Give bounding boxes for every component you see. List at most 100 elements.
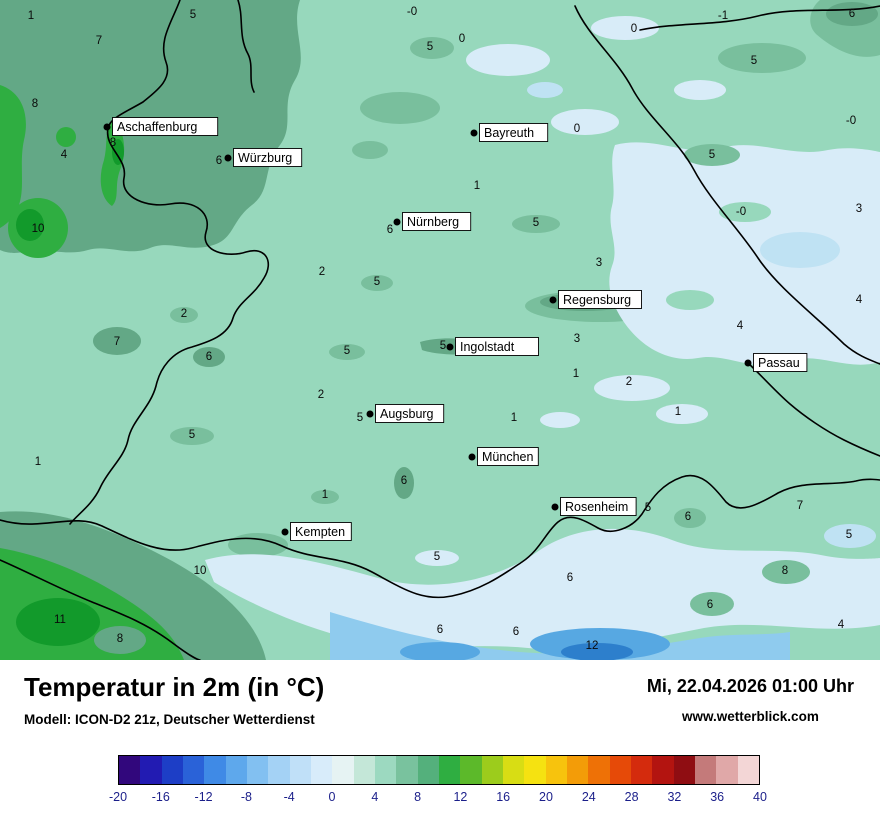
temp-value: 6 <box>216 155 222 167</box>
city-dot <box>551 503 559 511</box>
temp-value: 4 <box>61 149 68 161</box>
city-label: Bayreuth <box>484 126 534 140</box>
footer-panel: Temperatur in 2m (in °C) Modell: ICON-D2… <box>0 660 880 830</box>
city-marker: München <box>468 447 539 466</box>
city-label: Passau <box>758 356 800 370</box>
city-marker: Würzburg <box>224 148 303 167</box>
border-north-small <box>237 0 255 93</box>
colorbar-segment <box>566 756 589 784</box>
temp-value: 4 <box>856 294 863 306</box>
city-label-box <box>112 117 219 136</box>
city-marker: Aschaffenburg <box>103 117 219 136</box>
colorbar-segment <box>310 756 333 784</box>
temp-value: 1 <box>322 489 328 501</box>
temp-value: 5 <box>189 429 195 441</box>
temp-value: 1 <box>28 10 34 22</box>
city-label: Rosenheim <box>565 500 628 514</box>
border-top-right <box>639 5 880 31</box>
colorbar-segment <box>545 756 567 784</box>
temp-value: 6 <box>513 626 519 638</box>
temp-value: 8 <box>782 565 788 577</box>
temp-value: 5 <box>440 340 446 352</box>
city-marker: Rosenheim <box>551 497 637 516</box>
footer-right-column: Mi, 22.04.2026 01:00 Uhr www.wetterblick… <box>647 676 854 724</box>
temp-value: 5 <box>751 55 757 67</box>
city-dot <box>224 154 232 162</box>
city-marker: Nürnberg <box>393 212 472 231</box>
city-label-box <box>455 337 539 356</box>
colorbar-segment <box>716 756 738 784</box>
colorbar-segment <box>396 756 418 784</box>
temp-value: 2 <box>318 389 324 401</box>
temp-labels: 1 5 -0 0 -1 6 7 0 5 5 8 0 5 -0 8 4 6 1 10 5 -0 3 6 2 5 3 2 7 6 5 5 3 4 4 1… <box>28 6 863 652</box>
temp-value: 0 <box>459 33 465 45</box>
temp-value: -0 <box>736 206 746 218</box>
colorbar-segment <box>438 756 461 784</box>
colorbar-segment <box>204 756 226 784</box>
temp-value: -1 <box>718 10 728 22</box>
colorbar-tick: -8 <box>240 790 252 804</box>
colorbar-tick: -4 <box>283 790 295 804</box>
temperature-map-svg: 1 5 -0 0 -1 6 7 0 5 5 8 0 5 -0 8 4 6 1 10 5 -0 3 6 2 5 3 2 7 6 5 5 3 4 4 1… <box>0 0 880 660</box>
temp-value: 1 <box>35 456 41 468</box>
city-label-box <box>753 353 808 372</box>
temp-value: 6 <box>401 475 407 487</box>
city-marker: Regensburg <box>549 290 642 309</box>
temp-value: 1 <box>474 180 480 192</box>
colorbar-segment <box>460 756 482 784</box>
temp-value: 5 <box>645 502 651 514</box>
temp-value: 5 <box>357 412 363 424</box>
temp-value: 5 <box>434 551 440 563</box>
colorbar-segment <box>374 756 397 784</box>
city-label: Ingolstadt <box>460 340 515 354</box>
colorbar-segment <box>140 756 162 784</box>
colorbar-segment <box>119 756 141 784</box>
temp-value: 0 <box>631 23 637 35</box>
colorbar-tick: -12 <box>194 790 213 804</box>
city-label-box <box>479 123 549 142</box>
city-label: Regensburg <box>563 293 631 307</box>
city-label-box <box>233 148 303 167</box>
colorbar-tick: 16 <box>496 790 511 804</box>
temp-value: 2 <box>181 308 187 320</box>
temp-value: 3 <box>574 333 580 345</box>
colorbar-tick: 28 <box>624 790 639 804</box>
temp-value: 6 <box>849 8 855 20</box>
city-label: Würzburg <box>238 151 292 165</box>
colorbar-segment <box>225 756 247 784</box>
temp-value: 3 <box>596 257 602 269</box>
colorbar: -20 -16 -12 -8 -4 0 4 8 12 16 20 24 28 32 36 40 <box>109 755 767 806</box>
colorbar-segment <box>289 756 311 784</box>
border-inn <box>747 362 880 457</box>
colorbar-segment <box>630 756 653 784</box>
temp-value: 7 <box>114 336 120 348</box>
map-title: Temperatur in 2m (in °C) <box>24 672 325 702</box>
city-label: Nürnberg <box>407 215 459 229</box>
temp-value: 1 <box>675 406 681 418</box>
temp-value: 4 <box>838 619 845 631</box>
temp-value: 5 <box>344 345 350 357</box>
colorbar-tick: 12 <box>453 790 468 804</box>
city-label-box <box>290 522 352 541</box>
city-dot <box>468 453 476 461</box>
city-markers: Aschaffenburg Würzburg Bayreuth Nürnberg Reg… <box>103 117 808 541</box>
temp-value: 11 <box>54 614 66 626</box>
border-czech <box>574 5 880 365</box>
temp-value: 5 <box>533 217 539 229</box>
city-dot <box>366 410 374 418</box>
city-marker: Kempten <box>281 522 352 541</box>
border-tyrol <box>0 559 201 660</box>
colorbar-segment <box>268 756 290 784</box>
colorbar-tick: 0 <box>328 790 336 804</box>
temp-value: 10 <box>194 565 207 577</box>
temperature-field <box>0 0 880 660</box>
colorbar-tick: -16 <box>151 790 170 804</box>
city-dot <box>103 123 111 131</box>
temp-value: 6 <box>206 351 212 363</box>
temp-value: 12 <box>586 640 599 652</box>
temp-value: 5 <box>427 41 433 53</box>
city-label-box <box>558 290 642 309</box>
website-url: www.wetterblick.com <box>682 709 819 724</box>
model-info: Modell: ICON-D2 21z, Deutscher Wetterdie… <box>24 712 315 727</box>
temp-value: 8 <box>110 137 116 149</box>
